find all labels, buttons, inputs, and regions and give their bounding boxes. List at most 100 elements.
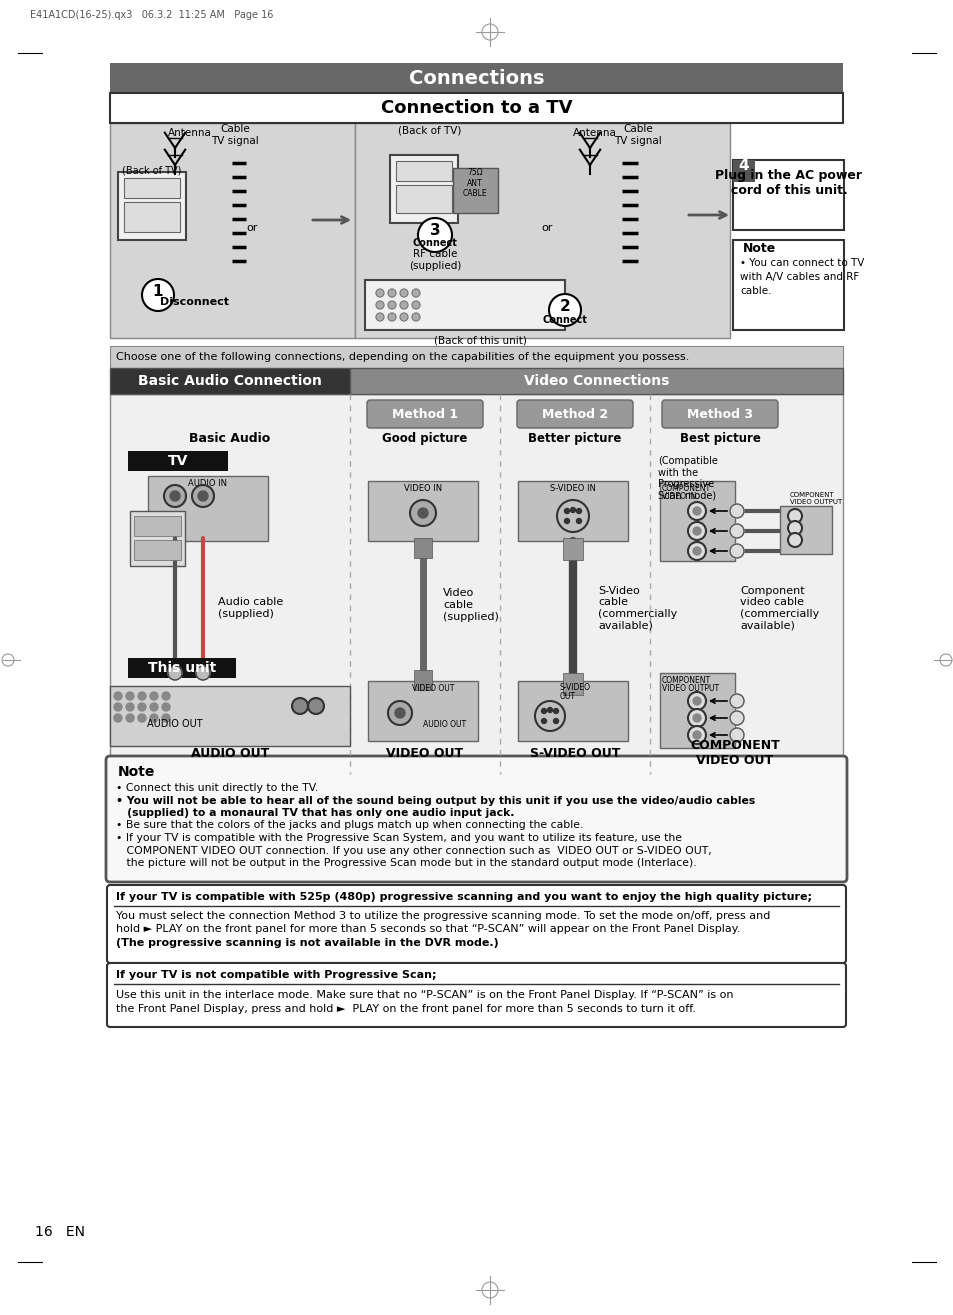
Circle shape xyxy=(687,522,705,540)
Text: COMPONENT: COMPONENT xyxy=(661,484,710,493)
Circle shape xyxy=(395,707,405,718)
Text: Method 2: Method 2 xyxy=(541,408,607,421)
Bar xyxy=(562,673,582,696)
Circle shape xyxy=(126,704,133,711)
Bar xyxy=(732,160,843,230)
Bar xyxy=(368,681,477,740)
Circle shape xyxy=(692,547,700,555)
Text: Plug in the AC power
cord of this unit.: Plug in the AC power cord of this unit. xyxy=(715,170,862,197)
Text: Best picture: Best picture xyxy=(679,431,760,444)
Text: VIDEO OUT: VIDEO OUT xyxy=(386,747,463,760)
Circle shape xyxy=(535,701,564,731)
Text: • Connect this unit directly to the TV.: • Connect this unit directly to the TV. xyxy=(116,782,318,793)
Circle shape xyxy=(388,313,395,321)
Text: 1: 1 xyxy=(152,284,163,299)
Circle shape xyxy=(388,701,412,725)
Text: Basic Audio Connection: Basic Audio Connection xyxy=(138,373,321,388)
Text: S-VIDEO IN: S-VIDEO IN xyxy=(550,484,596,493)
Circle shape xyxy=(557,500,588,533)
Bar xyxy=(133,540,181,560)
Text: 2: 2 xyxy=(559,299,570,313)
Text: Better picture: Better picture xyxy=(528,431,621,444)
Circle shape xyxy=(399,301,408,309)
Text: Video Connections: Video Connections xyxy=(524,373,669,388)
Circle shape xyxy=(399,313,408,321)
Bar xyxy=(133,515,181,537)
Bar xyxy=(110,63,842,93)
Circle shape xyxy=(692,527,700,535)
Circle shape xyxy=(162,704,170,711)
Text: • You will not be able to hear all of the sound being output by this unit if you: • You will not be able to hear all of th… xyxy=(116,796,755,806)
Circle shape xyxy=(570,508,575,513)
Circle shape xyxy=(687,502,705,519)
FancyBboxPatch shape xyxy=(106,756,846,882)
Text: E41A1CD(16-25).qx3   06.3.2  11:25 AM   Page 16: E41A1CD(16-25).qx3 06.3.2 11:25 AM Page … xyxy=(30,11,274,20)
Text: Method 3: Method 3 xyxy=(686,408,752,421)
Circle shape xyxy=(547,707,552,713)
Text: Antenna: Antenna xyxy=(573,128,617,138)
FancyBboxPatch shape xyxy=(107,885,845,963)
Text: Use this unit in the interlace mode. Make sure that no “P-SCAN” is on the Front : Use this unit in the interlace mode. Mak… xyxy=(116,990,733,999)
Bar xyxy=(110,368,350,394)
Text: (The progressive scanning is not available in the DVR mode.): (The progressive scanning is not availab… xyxy=(116,938,498,948)
Text: the picture will not be output in the Progressive Scan mode but in the standard : the picture will not be output in the Pr… xyxy=(116,857,696,868)
Circle shape xyxy=(192,485,213,508)
Text: Antenna: Antenna xyxy=(168,128,212,138)
Bar xyxy=(453,168,497,213)
Text: Connect: Connect xyxy=(412,238,456,249)
Text: You must select the connection Method 3 to utilize the progressive scanning mode: You must select the connection Method 3 … xyxy=(116,911,770,920)
Circle shape xyxy=(170,490,180,501)
Text: COMPONENT VIDEO OUT connection. If you use any other connection such as  VIDEO O: COMPONENT VIDEO OUT connection. If you u… xyxy=(116,846,711,856)
Bar xyxy=(110,93,842,124)
Text: Component
video cable
(commercially
available): Component video cable (commercially avai… xyxy=(740,585,819,630)
Text: Cable
TV signal: Cable TV signal xyxy=(614,124,661,146)
Bar xyxy=(365,280,564,330)
Text: RF cable
(supplied): RF cable (supplied) xyxy=(409,250,460,271)
Text: VIDEO IN: VIDEO IN xyxy=(661,492,696,501)
Bar xyxy=(118,172,186,241)
Circle shape xyxy=(150,714,158,722)
Circle shape xyxy=(113,692,122,700)
Text: 75Ω
ANT
CABLE: 75Ω ANT CABLE xyxy=(462,168,487,197)
Bar xyxy=(368,481,477,540)
Circle shape xyxy=(687,692,705,710)
Bar xyxy=(395,160,452,181)
Circle shape xyxy=(417,508,428,518)
Circle shape xyxy=(729,523,743,538)
Circle shape xyxy=(687,542,705,560)
Circle shape xyxy=(692,731,700,739)
Text: Choose one of the following connections, depending on the capabilities of the eq: Choose one of the following connections,… xyxy=(116,352,689,362)
Circle shape xyxy=(195,665,210,680)
Circle shape xyxy=(692,508,700,515)
Circle shape xyxy=(388,289,395,297)
Bar xyxy=(110,346,842,368)
FancyBboxPatch shape xyxy=(107,963,845,1027)
Circle shape xyxy=(375,289,384,297)
Text: This unit: This unit xyxy=(148,661,216,675)
Bar xyxy=(350,368,842,394)
Bar xyxy=(110,686,350,746)
Bar xyxy=(355,124,729,338)
Bar xyxy=(148,476,268,540)
Circle shape xyxy=(687,726,705,744)
Circle shape xyxy=(787,533,801,547)
Circle shape xyxy=(787,509,801,523)
Bar xyxy=(414,538,432,558)
Text: AUDIO OUT: AUDIO OUT xyxy=(147,719,203,729)
Text: (Compatible
with the
Progressive
Scan mode): (Compatible with the Progressive Scan mo… xyxy=(658,456,717,501)
Text: • Be sure that the colors of the jacks and plugs match up when connecting the ca: • Be sure that the colors of the jacks a… xyxy=(116,821,583,831)
Text: VIDEO OUT: VIDEO OUT xyxy=(412,684,454,693)
Text: S-VIDEO: S-VIDEO xyxy=(559,682,590,692)
Text: Good picture: Good picture xyxy=(382,431,467,444)
Text: • If your TV is compatible with the Progressive Scan System, and you want to uti: • If your TV is compatible with the Prog… xyxy=(116,832,681,843)
Circle shape xyxy=(417,218,452,252)
Text: S-VIDEO OUT: S-VIDEO OUT xyxy=(529,747,619,760)
Circle shape xyxy=(292,698,308,714)
FancyBboxPatch shape xyxy=(367,400,482,427)
Text: If your TV is compatible with 525p (480p) progressive scanning and you want to e: If your TV is compatible with 525p (480p… xyxy=(116,892,811,902)
Text: Note: Note xyxy=(742,242,776,255)
Circle shape xyxy=(576,509,581,513)
Circle shape xyxy=(138,714,146,722)
Circle shape xyxy=(399,289,408,297)
Bar xyxy=(732,241,843,330)
